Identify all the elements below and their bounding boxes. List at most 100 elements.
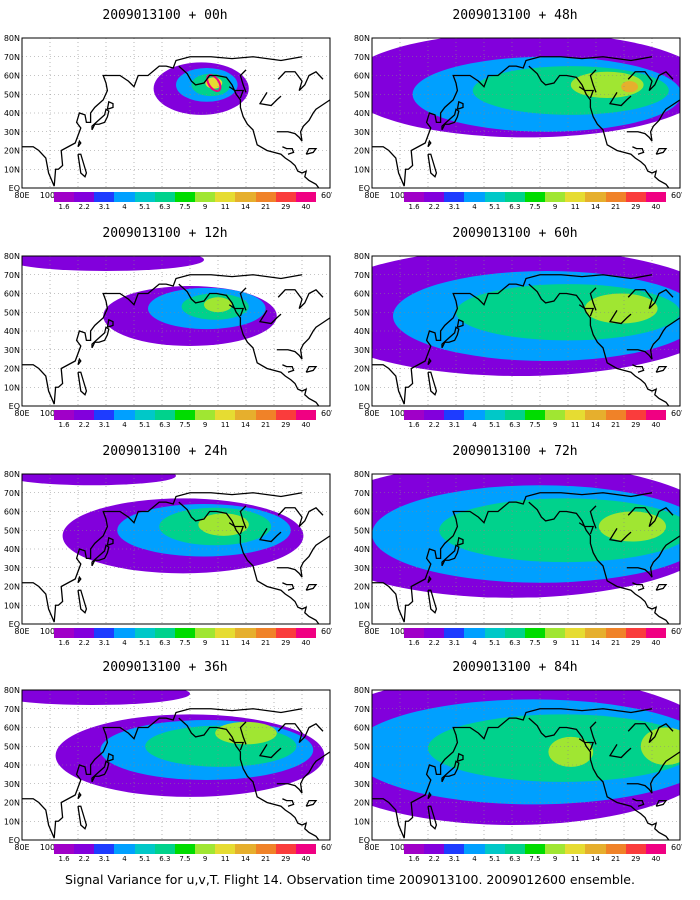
panel-title: 2009013100 + 84h bbox=[452, 660, 578, 675]
colorbar-label: 14 bbox=[240, 855, 250, 863]
colorbar-swatch bbox=[524, 844, 546, 854]
lat-tick-label: 50N bbox=[354, 90, 370, 99]
panel-title: 2009013100 + 24h bbox=[102, 444, 228, 459]
lat-tick-label: 60N bbox=[354, 724, 370, 733]
variance-map: 80N70N60N50N40N30N20N10NEQ80E100E120E140… bbox=[354, 470, 682, 636]
colorbar-swatch bbox=[275, 628, 296, 638]
colorbar-swatch bbox=[74, 844, 95, 854]
colorbar: 1.6 2.2 3.1 4 5.1 6.3 7.5 9 11 14 21 29 40 bbox=[54, 628, 317, 650]
colorbar-label: 6.3 bbox=[509, 421, 521, 429]
colorbar: 1.6 2.2 3.1 4 5.1 6.3 7.5 9 11 14 21 29 40 bbox=[54, 410, 317, 432]
lat-tick-label: 20N bbox=[4, 147, 20, 156]
colorbar-swatch bbox=[255, 410, 276, 420]
lat-tick-label: 40N bbox=[354, 761, 370, 770]
colorbar-swatch bbox=[524, 628, 546, 638]
forecast-panel: 2009013100 + 24h 80N 70N 60N 50N 40N 30N 20N 10N… bbox=[0, 444, 332, 652]
lat-tick-label: 50N bbox=[4, 308, 20, 317]
colorbar-swatch bbox=[444, 844, 465, 854]
colorbar-swatch bbox=[74, 628, 95, 638]
lon-tick-label: 60W bbox=[321, 627, 332, 636]
variance-contour-fill bbox=[598, 511, 666, 542]
lat-tick-label: 30N bbox=[4, 780, 20, 789]
lon-tick-label: 60W bbox=[321, 409, 332, 418]
lon-tick-label: 100E bbox=[390, 843, 410, 852]
colorbar-swatch bbox=[444, 628, 465, 638]
lat-tick-label: 50N bbox=[4, 742, 20, 751]
lat-tick-label: 50N bbox=[354, 742, 370, 751]
panel-title: 2009013100 + 72h bbox=[452, 444, 578, 459]
colorbar-label: 11 bbox=[570, 203, 580, 211]
lat-tick-label: 80N bbox=[354, 470, 370, 479]
colorbar-label: 6.3 bbox=[159, 639, 171, 647]
map-gridlines bbox=[22, 690, 330, 840]
map-frame bbox=[371, 37, 681, 189]
lat-tick-label: 60N bbox=[4, 290, 20, 299]
colorbar-label: 40 bbox=[301, 421, 311, 429]
colorbar-swatch bbox=[484, 410, 505, 420]
lon-tick-label: 100E bbox=[40, 627, 60, 636]
colorbar-label: 11 bbox=[220, 639, 230, 647]
colorbar-swatch bbox=[565, 192, 586, 202]
colorbar-swatch bbox=[645, 628, 667, 638]
variance-contour-fill bbox=[621, 81, 638, 93]
colorbar-label: 6.3 bbox=[159, 421, 171, 429]
colorbar-label: 9 bbox=[552, 855, 558, 863]
colorbar-label: 14 bbox=[240, 203, 250, 211]
colorbar-swatch bbox=[545, 628, 566, 638]
map-frame bbox=[371, 255, 681, 407]
lat-tick-label: 30N bbox=[4, 346, 20, 355]
colorbar-label: 14 bbox=[590, 421, 600, 429]
colorbar-swatch bbox=[215, 192, 236, 202]
lat-tick-label: 50N bbox=[354, 526, 370, 535]
colorbar-swatch bbox=[54, 844, 75, 854]
colorbar-swatch bbox=[424, 192, 445, 202]
lat-tick-label: 70N bbox=[4, 489, 20, 498]
colorbar-label: 9 bbox=[552, 639, 558, 647]
colorbar-swatch bbox=[295, 192, 317, 202]
lat-tick-label: 20N bbox=[4, 583, 20, 592]
colorbar-label: 4 bbox=[472, 639, 477, 647]
lat-tick-label: 20N bbox=[354, 583, 370, 592]
colorbar-swatch bbox=[134, 410, 155, 420]
lat-tick-label: 70N bbox=[354, 53, 370, 62]
map-frame bbox=[21, 473, 331, 625]
map-frame bbox=[371, 473, 681, 625]
lon-tick-label: 60W bbox=[321, 843, 332, 852]
colorbar-swatch bbox=[154, 628, 175, 638]
lat-tick-label: 80N bbox=[4, 686, 20, 695]
colorbar-swatch bbox=[424, 410, 445, 420]
colorbar-label: 11 bbox=[570, 639, 580, 647]
variance-contour-fill bbox=[22, 474, 176, 486]
flight-track-marker bbox=[206, 74, 222, 92]
coastlines bbox=[22, 708, 330, 840]
variance-contour-fill bbox=[22, 256, 204, 271]
colorbar-swatch bbox=[154, 844, 175, 854]
colorbar-label: 1.6 bbox=[58, 639, 70, 647]
colorbar-label: 11 bbox=[220, 421, 230, 429]
colorbar-label: 11 bbox=[570, 855, 580, 863]
colorbar-swatch bbox=[484, 844, 505, 854]
colorbar-swatch bbox=[54, 628, 75, 638]
colorbar-swatch bbox=[484, 628, 505, 638]
colorbar-swatch bbox=[504, 628, 525, 638]
lon-tick-label: 100E bbox=[390, 627, 410, 636]
lon-tick-label: 80E bbox=[14, 843, 29, 852]
lat-tick-label: 40N bbox=[354, 327, 370, 336]
lon-tick-label: 80E bbox=[364, 191, 379, 200]
colorbar-swatch bbox=[255, 628, 276, 638]
colorbar-label: 9 bbox=[202, 639, 208, 647]
lon-tick-label: 100E bbox=[390, 409, 410, 418]
lon-tick-label: 80E bbox=[364, 843, 379, 852]
colorbar: 1.6 2.2 3.1 4 5.1 6.3 7.5 9 11 14 21 29 40 bbox=[404, 410, 667, 432]
colorbar-label: 9 bbox=[552, 203, 558, 211]
colorbar-swatch bbox=[645, 844, 667, 854]
colorbar-swatch bbox=[195, 410, 216, 420]
colorbar-label: 7.5 bbox=[179, 421, 191, 429]
variance-map: 80N70N60N50N40N30N20N10NEQ80E100E120E140… bbox=[354, 686, 682, 852]
colorbar-label: 1.6 bbox=[408, 855, 420, 863]
colorbar-label: 1.6 bbox=[58, 203, 70, 211]
colorbar-label: 29 bbox=[281, 855, 291, 863]
colorbar-label: 5.1 bbox=[139, 203, 151, 211]
lat-tick-label: 20N bbox=[4, 799, 20, 808]
variance-map: 80N70N60N50N40N30N20N10NEQ80E100E120E140… bbox=[354, 34, 682, 200]
